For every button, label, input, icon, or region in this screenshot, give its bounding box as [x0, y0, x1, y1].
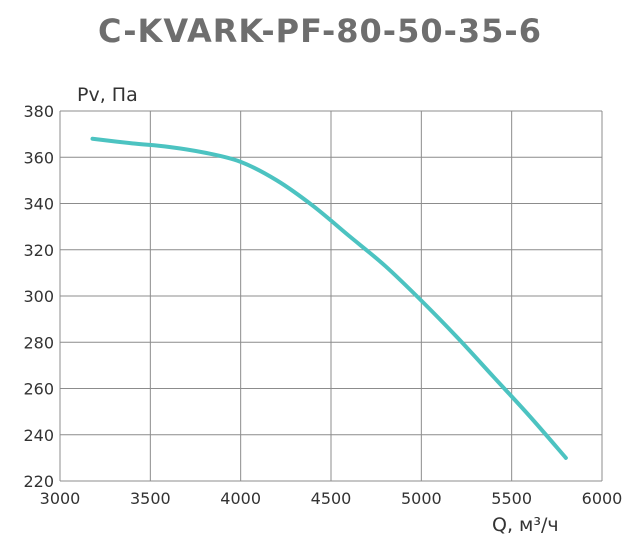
y-tick-label: 280: [23, 333, 54, 352]
x-axis-label: Q, м³/ч: [492, 514, 559, 536]
x-tick-label: 6000: [582, 489, 623, 508]
y-tick-label: 220: [23, 472, 54, 491]
y-tick-label: 380: [23, 102, 54, 121]
x-tick-label: 5000: [401, 489, 442, 508]
y-tick-label: 360: [23, 148, 54, 167]
grid: [59, 110, 603, 482]
y-tick-label: 320: [23, 241, 54, 260]
series-line: [90, 136, 568, 460]
series: [90, 136, 568, 460]
x-tick-label: 4000: [220, 489, 261, 508]
chart-title: C-KVARK-PF-80-50-35-6: [98, 12, 542, 50]
x-tick-label: 3000: [40, 489, 81, 508]
x-tick-label: 5500: [491, 489, 532, 508]
y-tick-label: 340: [23, 195, 54, 214]
y-axis-label: Pv, Па: [77, 84, 138, 106]
y-tick-label: 260: [23, 380, 54, 399]
tick-labels: 3000 3500 4000 4500 5000 5500 6000 220 240 260 280…: [23, 102, 622, 508]
y-tick-label: 240: [23, 426, 54, 445]
x-tick-label: 4500: [311, 489, 352, 508]
y-tick-label: 300: [23, 287, 54, 306]
x-tick-label: 3500: [130, 489, 171, 508]
